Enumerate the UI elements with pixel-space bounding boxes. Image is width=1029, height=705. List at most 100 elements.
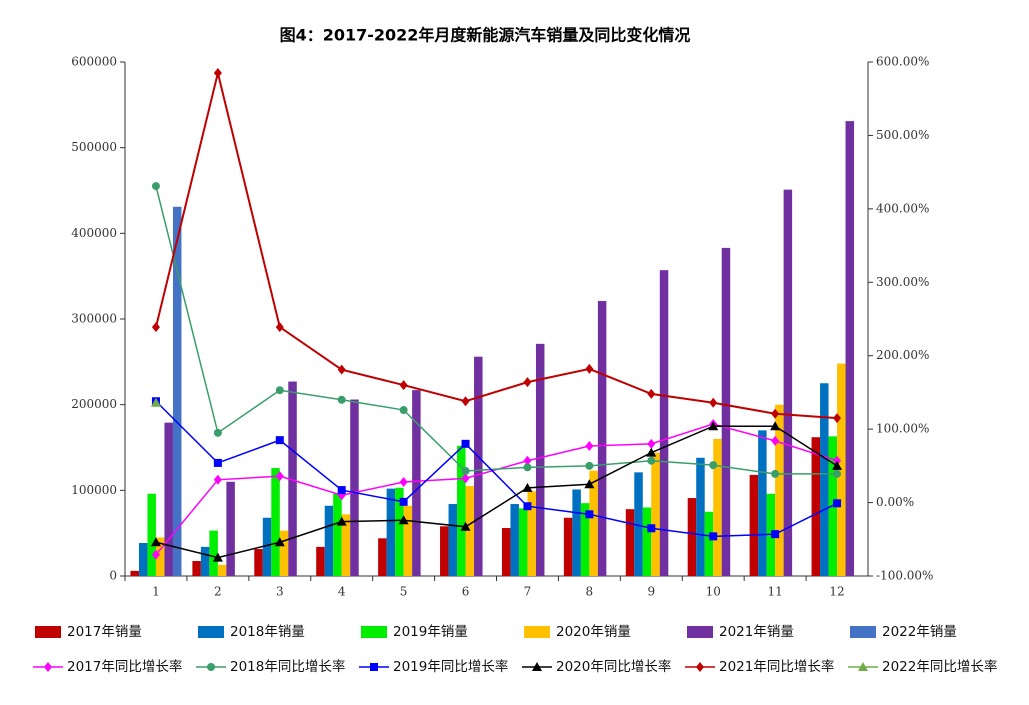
bar — [217, 564, 227, 576]
line-marker — [585, 461, 594, 470]
line-marker — [708, 421, 719, 431]
y-tick-label: 100000 — [71, 483, 117, 497]
legend-marker — [858, 662, 868, 671]
legend-swatch — [687, 626, 713, 638]
y2-tick-label: 100.00% — [876, 422, 929, 436]
line-marker — [212, 552, 223, 562]
bar — [316, 546, 325, 576]
legend-marker — [370, 663, 378, 671]
line-marker — [336, 516, 347, 526]
line-marker — [399, 497, 408, 506]
bar — [501, 528, 511, 576]
bar — [783, 189, 793, 577]
bar — [192, 561, 201, 576]
bar — [535, 343, 545, 576]
legend-marker — [44, 662, 52, 672]
line-marker — [523, 463, 532, 472]
y-tick-label: 0 — [109, 569, 117, 583]
line-marker — [832, 460, 843, 470]
legend-swatch — [35, 626, 61, 638]
line-marker — [585, 441, 594, 452]
line-marker — [833, 499, 842, 508]
line-marker — [770, 421, 781, 431]
bar — [589, 470, 598, 576]
legend-label: 2019年同比增长率 — [393, 658, 508, 675]
line-marker — [523, 502, 532, 511]
line — [154, 72, 838, 420]
legend-swatch — [361, 626, 387, 638]
x-tick-label: 3 — [276, 585, 284, 599]
legend-label: 2022年销量 — [882, 624, 957, 640]
y-tick-label: 200000 — [71, 397, 117, 411]
x-tick-label: 9 — [647, 585, 655, 599]
y-tick-label: 400000 — [71, 226, 117, 240]
y-tick-label: 500000 — [71, 140, 117, 154]
bar — [172, 206, 182, 576]
bar — [403, 505, 413, 576]
bar — [341, 514, 351, 576]
bar — [642, 507, 652, 576]
bar — [130, 570, 139, 576]
line-marker — [833, 469, 842, 478]
bar — [200, 546, 210, 576]
bar — [510, 504, 519, 576]
line-marker — [647, 524, 656, 533]
legend-label: 2021年同比增长率 — [719, 658, 834, 675]
bar — [324, 505, 334, 576]
bar — [845, 121, 855, 577]
bar — [659, 270, 669, 576]
bar — [465, 486, 475, 576]
line-marker — [522, 482, 533, 492]
chart-title: 图4：2017-2022年月度新能源汽车销量及同比变化情况 — [280, 26, 691, 45]
bar — [696, 457, 705, 576]
legend-label: 2017年同比增长率 — [67, 658, 182, 675]
line-marker — [709, 461, 718, 470]
line-marker — [275, 386, 284, 395]
bar — [271, 468, 280, 576]
bar — [721, 247, 731, 576]
bar — [820, 383, 829, 576]
line-marker — [461, 396, 470, 407]
bar — [440, 526, 449, 576]
line-marker — [584, 479, 595, 489]
bar — [412, 390, 421, 576]
legend-marker — [696, 662, 704, 672]
line-marker — [213, 428, 222, 437]
bar — [350, 399, 359, 576]
x-tick-label: 11 — [767, 585, 782, 599]
bar — [572, 489, 581, 576]
legend-swatch — [198, 626, 224, 638]
bar — [288, 381, 297, 576]
line-marker — [771, 435, 780, 446]
x-tick-label: 2 — [214, 585, 222, 599]
bar — [651, 452, 660, 576]
x-tick-label: 1 — [152, 585, 160, 599]
legend-label: 2020年销量 — [556, 624, 631, 640]
bar — [457, 445, 466, 576]
legend-label: 2021年销量 — [719, 624, 794, 640]
line-marker — [461, 473, 470, 484]
bar — [333, 493, 342, 576]
bar — [597, 301, 607, 576]
line-marker — [213, 458, 222, 467]
x-tick-label: 8 — [586, 585, 594, 599]
y2-tick-label: 300.00% — [876, 275, 929, 289]
bar — [279, 530, 289, 576]
bar — [378, 538, 387, 576]
y2-tick-label: 500.00% — [876, 128, 929, 142]
line-marker — [647, 388, 656, 399]
line-marker — [709, 532, 718, 541]
bar — [209, 530, 218, 576]
line — [155, 425, 838, 559]
bar — [775, 404, 784, 576]
bar — [395, 487, 404, 576]
y2-tick-label: 200.00% — [876, 348, 929, 362]
line-marker — [275, 471, 284, 482]
line-marker — [833, 455, 842, 466]
bar — [625, 509, 635, 576]
bar — [474, 356, 483, 576]
bar — [811, 437, 821, 576]
line-marker — [461, 439, 470, 448]
